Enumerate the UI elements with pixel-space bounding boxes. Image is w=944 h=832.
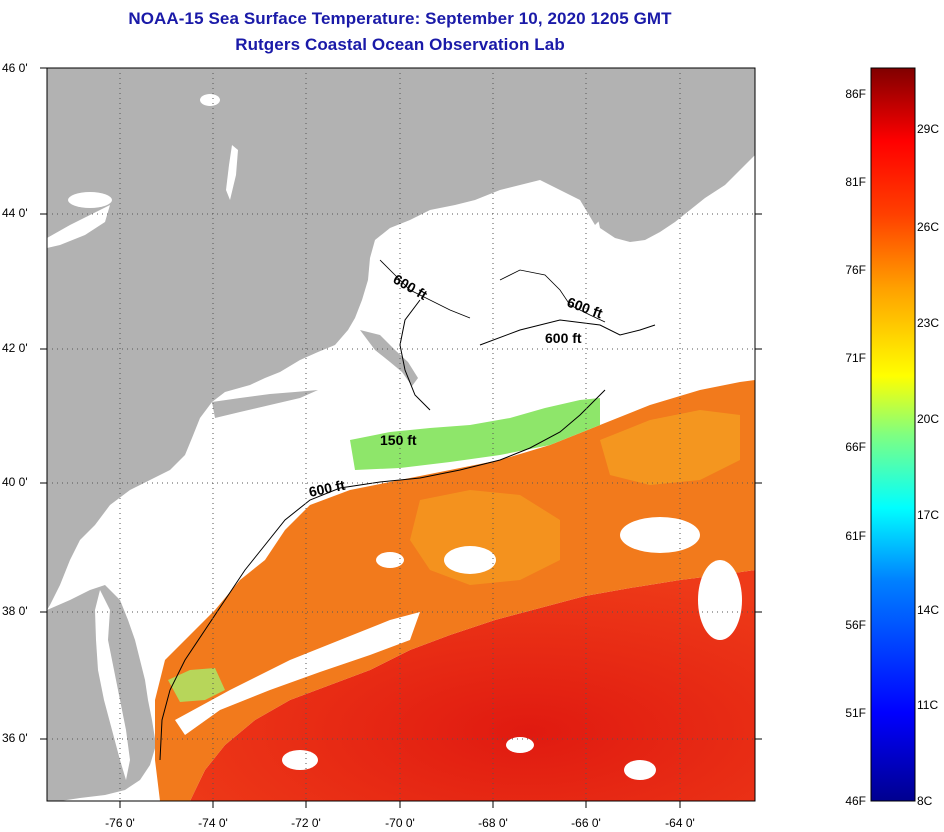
cb-f-71: 71F [845,351,866,365]
lon-label-74: -74 0' [198,816,228,830]
sst-orange-patch-2 [600,410,740,485]
cb-f-61: 61F [845,529,866,543]
lon-label-76: -76 0' [105,816,135,830]
contour-600ft-gulf [399,299,656,411]
cb-f-76: 76F [845,263,866,277]
cloud-gap-1 [175,612,420,735]
lat-label-42: 42 0' [2,341,28,355]
lake-small-1 [200,94,220,106]
cb-c-8: 8C [917,794,933,808]
lake-ontario [47,205,110,248]
cb-c-20: 20C [917,412,940,426]
cloud-gap-4 [698,560,742,640]
cloud-gap-2 [444,546,496,574]
cb-f-51: 51F [845,706,866,720]
cloud-gap-3 [620,517,700,553]
sst-warm-region [190,570,755,801]
contour-label-600c: 600 ft [545,330,582,346]
contour-label-600d: 600 ft [307,477,346,500]
lon-label-64: -64 0' [665,816,695,830]
map-subtitle: Rutgers Coastal Ocean Observation Lab [235,35,565,54]
cb-c-11: 11C [917,698,939,712]
cloud-gap-8 [376,552,404,568]
land-mainland [47,68,755,610]
land-delmarva [47,585,156,801]
cb-f-46: 46F [845,794,866,808]
map-border [46,67,756,802]
map-title: NOAA-15 Sea Surface Temperature: Septemb… [128,9,672,28]
land-cape-cod [360,330,418,386]
sst-mid-region [155,380,755,801]
lake-small-2 [68,192,112,208]
land-nova-scotia [596,148,755,242]
contour-600ft-shelf [159,389,606,761]
cloud-gap-5 [282,750,318,770]
contour-gulf-inner [379,259,606,323]
lon-label-72: -72 0' [291,816,321,830]
cloud-gap-6 [506,737,534,753]
lat-label-46: 46 0' [2,61,28,75]
cb-f-56: 56F [845,618,866,632]
chesapeake-bay [95,590,130,780]
cb-c-29: 29C [917,122,940,136]
colorbar [870,67,916,802]
lat-label-38: 38 0' [2,604,28,618]
cb-c-14: 14C [917,603,940,617]
lat-label-36: 36 0' [2,731,28,745]
land-new-brunswick [560,68,755,190]
sst-cool-patch [168,668,225,702]
lon-label-68: -68 0' [478,816,508,830]
lake-champlain [226,145,238,200]
delaware-bay [124,555,150,590]
cloud-gap-7 [624,760,656,780]
cb-c-17: 17C [917,508,940,522]
lon-label-70: -70 0' [385,816,415,830]
cb-f-66: 66F [845,440,866,454]
cb-c-23: 23C [917,316,940,330]
contour-label-150: 150 ft [380,432,417,448]
graticule [47,68,755,801]
lat-label-40: 40 0' [2,475,28,489]
cb-c-26: 26C [917,220,940,234]
lat-label-44: 44 0' [2,206,28,220]
cb-f-86: 86F [845,87,866,101]
land-long-island [212,390,318,418]
sst-cool-band [350,398,600,470]
axis-ticks [40,67,762,808]
lon-label-66: -66 0' [571,816,601,830]
cb-f-81: 81F [845,175,866,189]
